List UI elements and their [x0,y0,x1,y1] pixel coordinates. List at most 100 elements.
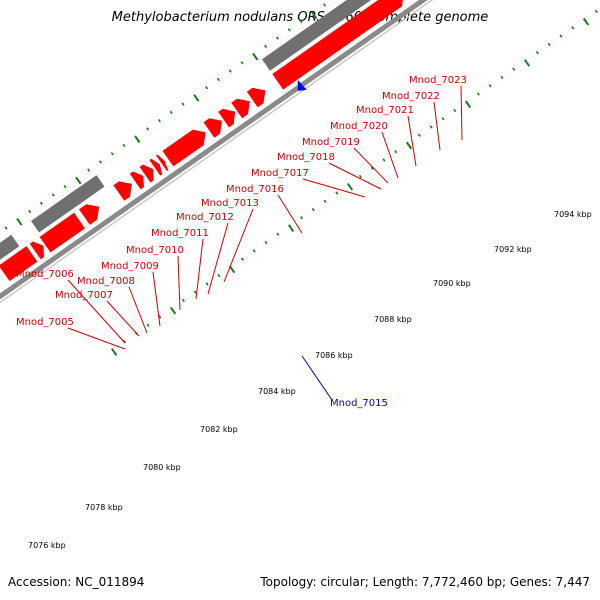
tick-mark [157,118,161,123]
forward-gene [129,171,144,190]
kbp-label: 7092 kbp [494,245,532,254]
tick-mark [16,217,23,226]
tick-mark [75,176,82,185]
tick-mark [500,75,504,80]
tick-mark [299,216,303,220]
tick-mark [394,150,398,154]
gene-label: Mnod_7017 [251,168,309,179]
leader-line [407,115,417,167]
leader-line [353,147,389,184]
tick-mark [382,158,386,162]
leader-line [433,101,441,151]
tick-mark [87,168,91,172]
gene-label: Mnod_7021 [356,105,414,116]
gene-label: Mnod_7007 [55,290,113,301]
gene-label: Mnod_7019 [302,137,360,148]
tick-mark [311,11,318,20]
tick-mark [594,9,598,14]
tick-mark [512,67,516,71]
forward-gene [231,98,250,119]
forward-gene [272,0,403,90]
leader-line [381,131,399,179]
leader-line [277,194,303,234]
kbp-label: 7090 kbp [433,279,471,288]
kbp-label: 7086 kbp [315,351,353,360]
tick-layer [4,3,598,356]
kbp-label: 7080 kbp [143,463,181,472]
gray-feature [31,188,85,233]
tick-mark [535,50,539,55]
leader-line [302,178,366,198]
tick-mark [523,59,531,67]
forward-gene [162,129,206,167]
tick-mark [323,3,327,7]
forward-gene [139,164,154,183]
tick-mark [4,226,8,230]
tick-mark [63,185,67,189]
gene-label: Mnod_7009 [101,261,159,272]
tick-mark [181,102,185,106]
gene-label: Mnod_7011 [151,228,209,239]
tick-mark [240,257,244,261]
feature-layer [0,0,412,282]
forward-gene [79,204,100,225]
gene-label: Mnod_7005 [16,317,74,328]
tick-mark [453,108,457,113]
tick-mark [441,117,445,121]
leader-line [223,208,254,283]
gene-label: Mnod_7016 [226,184,284,195]
gene-label: Mnod_7013 [201,198,259,209]
leader-line [195,238,204,300]
gene-label: Mnod_7015 [330,398,388,409]
tick-mark [252,249,256,253]
tick-mark [311,207,315,212]
tick-mark [264,240,268,245]
leader-line [177,255,181,311]
tick-mark [146,323,150,327]
tick-mark [169,306,177,315]
label-layer: Mnod_7005 Mnod_7006 Mnod_7007 Mnod_7008 Mnod… [16,75,467,409]
tick-mark [111,348,118,356]
gene-label: Mnod_7020 [330,121,388,132]
leader-line [106,300,140,337]
tick-mark [217,273,221,278]
tick-mark [122,143,126,148]
gene-label: Mnod_7006 [16,269,74,280]
reverse-gene [297,79,307,91]
tick-mark [252,52,259,61]
forward-gene [246,87,266,108]
tick-mark [110,152,114,156]
gene-label: Mnod_7010 [126,245,184,256]
tick-mark [146,127,150,131]
tick-mark [346,182,354,191]
gene-label: Mnod_7012 [176,212,234,223]
leader-line [152,271,161,327]
kbp-label: 7088 kbp [374,315,412,324]
kbp-label: 7094 kbp [554,210,592,219]
leader-line [207,222,229,295]
leader-line [328,162,382,190]
tick-mark [299,19,303,24]
tick-mark [476,92,480,96]
gray-feature [68,175,105,207]
tick-mark [582,17,590,26]
forward-gene [149,158,163,176]
gene-label: Mnod_7023 [409,75,467,86]
tick-mark [559,34,563,38]
tick-mark [205,282,209,286]
gene-label: Mnod_7008 [77,276,135,287]
tick-mark [429,125,433,129]
gene-label: Mnod_7018 [277,152,335,163]
tick-mark [181,298,185,303]
tick-mark [358,174,362,179]
gene-label: Mnod_7022 [382,91,440,102]
kbp-label: 7082 kbp [200,425,238,434]
backbone-edge [0,0,434,304]
forward-gene [156,154,169,171]
leader-layer [67,85,463,401]
tick-mark [287,224,295,232]
tick-mark [51,193,55,197]
tick-mark [228,265,236,274]
kbp-label: 7076 kbp [28,541,66,550]
